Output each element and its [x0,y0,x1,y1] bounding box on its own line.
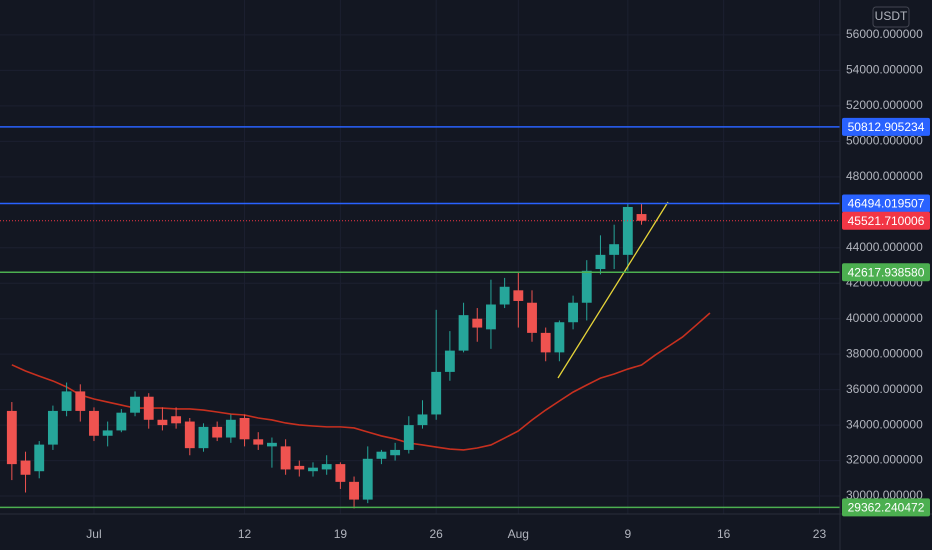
candle-body [581,270,592,303]
y-tick-label: 54000.000000 [846,63,923,77]
currency-box[interactable] [872,6,910,28]
candle-body [130,396,140,413]
candle-body [198,426,209,449]
y-tick-label: 50000.000000 [846,134,923,148]
candle-body [225,419,236,438]
candle-body [102,430,113,436]
candle-body [294,465,305,470]
candle-body [513,290,524,301]
candle-body [636,214,647,221]
level-label: 42617.938580 [848,265,925,279]
candle-body [403,425,414,450]
y-tick-label: 40000.000000 [846,311,923,325]
candle-body [75,391,86,411]
x-tick-label: Aug [508,527,529,541]
x-tick-label: 19 [334,527,348,541]
candle-body [458,315,469,351]
candle-body [595,254,606,270]
currency-label: USDT [875,9,908,23]
x-tick-label: 9 [624,527,631,541]
candle-body [349,481,359,500]
candle-body [253,439,264,445]
candle-body [47,410,58,445]
candle-body [20,460,31,475]
y-tick-label: 56000.000000 [846,27,923,41]
axis-labels: 56000.000000 54000.000000 52000.000000 5000… [86,27,930,541]
candle-body [568,302,579,323]
candle-body [417,414,428,426]
candle-body [321,464,332,470]
y-tick-label: 38000.000000 [846,346,923,360]
candle-body [6,410,17,465]
x-tick-label: 16 [717,527,731,541]
level-box [842,194,930,213]
candle-body [212,426,223,438]
level-box [842,117,930,136]
candle-body [157,419,168,426]
candle-body [308,467,318,472]
candle-body [34,444,45,472]
moving-average [11,312,711,451]
y-tick-label: 34000.000000 [846,417,923,431]
last-price-box [842,211,930,230]
candle-body [499,286,510,305]
y-tick-label: 48000.000000 [846,169,923,183]
candle-body [609,244,620,255]
candle-body [266,442,277,447]
candle-body [116,412,127,431]
last-price-label: 45521.710006 [848,214,925,228]
y-tick-label: 44000.000000 [846,240,923,254]
candle-body [362,458,373,500]
level-label: 46494.019507 [848,197,925,211]
x-tick-label: 12 [238,527,252,541]
candle-body [527,302,537,333]
moving-average-layer [11,312,711,451]
levels [0,126,840,509]
candle-body [61,391,72,411]
candle-body [89,410,99,436]
candle-body [239,418,250,440]
candle-body [376,451,387,459]
level-box [842,263,930,282]
trend-line [557,201,669,379]
candle-body [472,318,483,328]
level-box [842,498,930,517]
x-tick-label: Jul [86,527,101,541]
level-label: 50812.905234 [848,120,925,134]
candles [6,203,647,509]
candle-body [486,304,496,330]
level-label: 29362.240472 [848,501,925,515]
candle-body [540,332,551,353]
candle-body [280,446,291,470]
y-tick-label: 36000.000000 [846,382,923,396]
x-tick-label: 23 [813,527,827,541]
candle-body [622,206,633,255]
x-tick-label: 26 [430,527,444,541]
candle-body [143,396,154,420]
y-tick-label: 32000.000000 [846,453,923,467]
candle-body [335,464,346,482]
candle-body [444,350,455,372]
candle-body [184,421,195,449]
y-tick-label: 52000.000000 [846,98,923,112]
candle-body [431,371,442,415]
candle-body [554,322,565,353]
candle-body [171,416,182,424]
candle-body [390,449,401,456]
